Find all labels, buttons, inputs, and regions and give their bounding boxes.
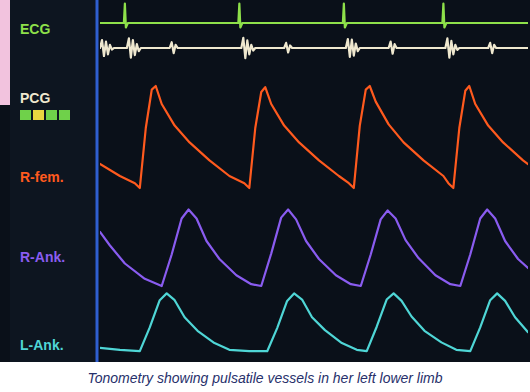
indicator bbox=[33, 110, 44, 120]
waveform bbox=[100, 38, 528, 58]
trace-label: R-Ank. bbox=[20, 249, 65, 265]
caption: Tonometry showing pulsatile vessels in h… bbox=[87, 370, 442, 386]
divider bbox=[96, 0, 99, 362]
trace-label: L-Ank. bbox=[20, 337, 64, 353]
figure: ECG PCG R-fem. R-Ank. L-Ank. Tonometry showin… bbox=[0, 0, 530, 392]
canvas: ECG PCG R-fem. R-Ank. L-Ank. Tonometry showin… bbox=[0, 0, 530, 392]
waveform bbox=[100, 293, 528, 351]
indicator bbox=[59, 110, 70, 120]
indicator bbox=[20, 110, 31, 120]
waveform bbox=[100, 4, 528, 28]
bezel bbox=[0, 0, 10, 105]
trace-group bbox=[100, 4, 528, 28]
trace-label: ECG bbox=[20, 21, 50, 37]
indicator bbox=[46, 110, 57, 120]
caption-band bbox=[0, 362, 530, 392]
trace-group bbox=[100, 86, 528, 188]
trace-group bbox=[100, 210, 528, 287]
trace-label: PCG bbox=[20, 90, 50, 106]
trace-label: R-fem. bbox=[20, 169, 64, 185]
screen bbox=[0, 0, 530, 362]
trace-group bbox=[100, 38, 528, 58]
waveform bbox=[100, 86, 528, 188]
trace-group bbox=[100, 293, 528, 351]
label-panel bbox=[10, 0, 97, 362]
waveform bbox=[100, 210, 528, 287]
